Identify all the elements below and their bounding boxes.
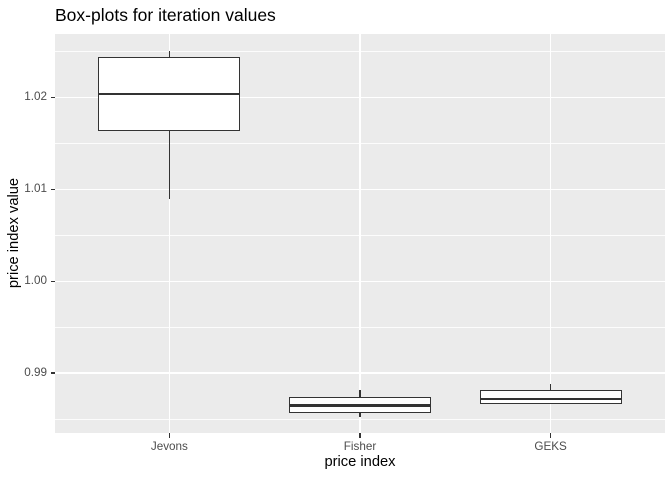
y-tick-label: 1.00 — [24, 273, 47, 287]
x-tick-label: GEKS — [534, 440, 567, 453]
boxplot-fisher — [55, 34, 665, 433]
y-tick-label: 0.99 — [24, 365, 47, 379]
x-tick-mark — [549, 433, 552, 438]
x-tick-label: Jevons — [150, 440, 188, 453]
y-tick-mark — [50, 188, 55, 191]
vertical-gridline — [168, 34, 171, 433]
x-tick-mark — [359, 433, 361, 438]
vertical-gridline — [359, 34, 361, 433]
y-tick-mark — [50, 96, 55, 99]
vertical-gridline — [549, 34, 552, 433]
x-tick-mark — [168, 433, 171, 438]
boxplot-geks — [55, 34, 665, 433]
boxplot-jevons — [55, 34, 665, 433]
y-tick-mark — [50, 280, 55, 283]
y-tick-label: 1.02 — [24, 89, 47, 103]
median-line — [479, 397, 622, 401]
x-axis-title: price index — [324, 454, 396, 470]
y-tick-label: 1.01 — [24, 181, 47, 195]
box — [479, 389, 622, 405]
median-line — [98, 92, 241, 95]
median-line — [288, 404, 432, 407]
x-tick-label: Fisher — [343, 440, 377, 453]
chart-title: Box-plots for iteration values — [55, 5, 276, 25]
plot-panel — [55, 34, 665, 433]
y-tick-mark — [50, 372, 55, 374]
